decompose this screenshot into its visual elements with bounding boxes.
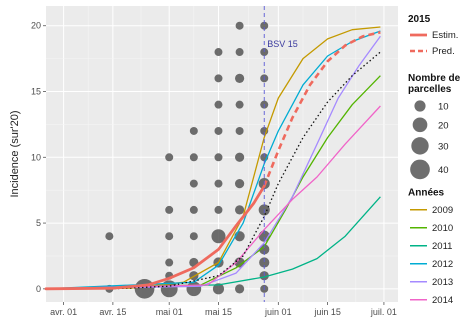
legend-size-label: 20 (438, 120, 449, 131)
observation-point (214, 48, 223, 57)
observation-point (189, 153, 198, 162)
observation-point (211, 229, 226, 244)
observation-point (259, 244, 270, 255)
legend-size-label: 30 (438, 141, 449, 152)
legend-year-label: 2013 (432, 277, 453, 288)
x-tick-label: mai 15 (205, 307, 232, 317)
series-line-2009 (45, 26, 381, 290)
series-line-2012 (45, 30, 381, 290)
observation-point (234, 178, 245, 189)
legend-2015-title: 2015 (408, 14, 431, 25)
x-tick-label: mai 01 (156, 307, 183, 317)
x-tick-label: avr. 15 (99, 307, 126, 317)
observation-point (165, 153, 174, 162)
observation-point (234, 73, 245, 83)
y-tick-label: 10 (31, 152, 41, 162)
observation-point (234, 257, 245, 268)
observation-point (260, 48, 269, 57)
series-line-2010 (45, 75, 381, 290)
legend-years-title: Années (408, 188, 445, 199)
legend-size-label: 10 (438, 102, 449, 113)
observation-point (189, 232, 198, 241)
observation-point (165, 258, 174, 267)
series-line-2011 (45, 196, 381, 290)
series-line-2015-estim (44, 184, 266, 291)
legend-size-key (410, 159, 430, 180)
observation-point (214, 153, 223, 162)
observation-point (234, 205, 245, 215)
legend-size-key (412, 117, 428, 133)
series-line-black-dotted (46, 51, 381, 290)
plot-panel (46, 6, 398, 302)
observation-point (105, 232, 114, 241)
x-tick-label: juin 15 (313, 307, 341, 317)
bsv-label: BSV 15 (267, 39, 298, 49)
x-axis-ticks: avr. 01 avr. 15 mai 01 mai 15 juin 01 juin 15… (50, 302, 397, 317)
y-axis-label: Incidence (sur'20) (9, 110, 21, 197)
legend-year-label: 2014 (432, 295, 453, 306)
legend-year-label: 2012 (432, 259, 453, 270)
legend-estim-label: Estim. (432, 30, 458, 41)
observation-point (214, 179, 223, 188)
observation-point (189, 205, 198, 214)
legend-size-key (414, 100, 426, 112)
observation-point (234, 152, 245, 162)
legend-size-label: 40 (438, 165, 449, 176)
series-lines (44, 26, 381, 291)
observation-point (235, 48, 244, 57)
observation-point (165, 232, 174, 241)
x-tick-label: juil. 01 (370, 307, 397, 317)
legend-size-key (411, 137, 429, 155)
observation-point (214, 100, 223, 109)
observation-point (235, 21, 244, 30)
y-tick-label: 5 (36, 218, 41, 228)
bsv-annotation: BSV 15 (263, 6, 298, 302)
y-tick-label: 0 (36, 284, 41, 294)
observation-point (189, 179, 198, 188)
legend-size-title-line2: parcelles (408, 84, 452, 95)
y-tick-label: 20 (31, 21, 41, 31)
observation-point (214, 205, 223, 214)
legend-year-label: 2010 (432, 223, 453, 234)
observation-point (212, 283, 225, 295)
x-tick-label: avr. 01 (50, 307, 77, 317)
legend-size-title: Nombre de (408, 73, 461, 84)
observation-point (165, 205, 174, 214)
observation-point (214, 126, 223, 135)
observation-point (186, 281, 202, 297)
observation-point (260, 21, 269, 30)
x-tick-label: juin 01 (264, 307, 292, 317)
observation-point (259, 257, 270, 268)
observation-point (235, 100, 244, 109)
series-line-2014 (45, 105, 381, 290)
legend-year-label: 2011 (432, 241, 452, 252)
observation-point (134, 279, 155, 299)
y-tick-label: 15 (31, 87, 41, 97)
legend-year-label: 2009 (432, 205, 453, 216)
observation-point (189, 126, 198, 135)
legend-pred-label: Pred. (432, 46, 455, 57)
series-line-2015-pred (262, 31, 381, 187)
observation-point (214, 74, 223, 83)
observation-point (234, 284, 245, 294)
observation-point (235, 126, 244, 135)
